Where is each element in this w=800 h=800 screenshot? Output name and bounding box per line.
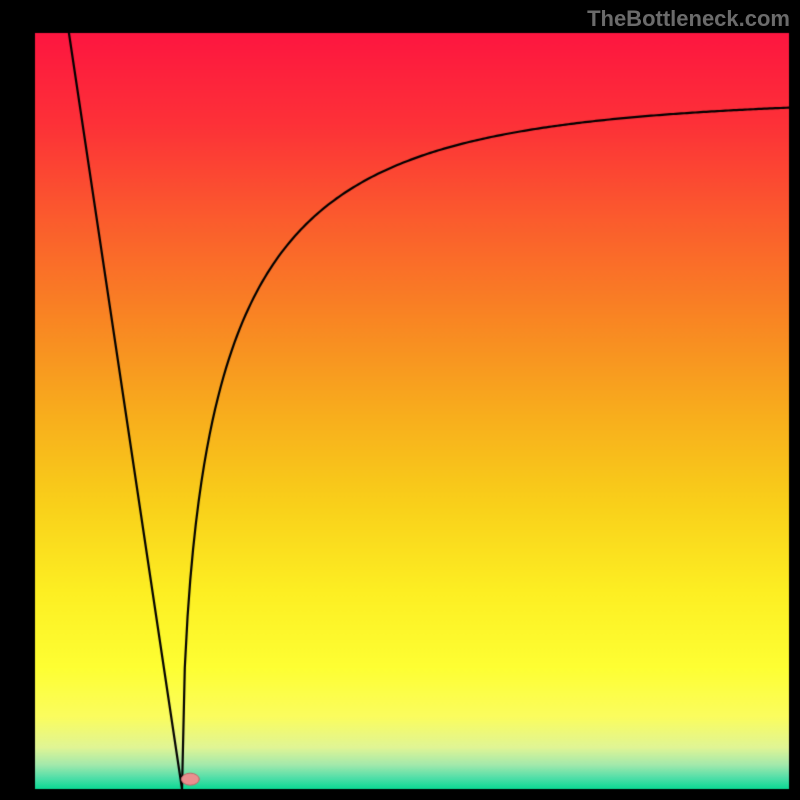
watermark-text: TheBottleneck.com [587, 6, 790, 32]
chart-canvas [0, 0, 800, 800]
chart-stage: TheBottleneck.com [0, 0, 800, 800]
